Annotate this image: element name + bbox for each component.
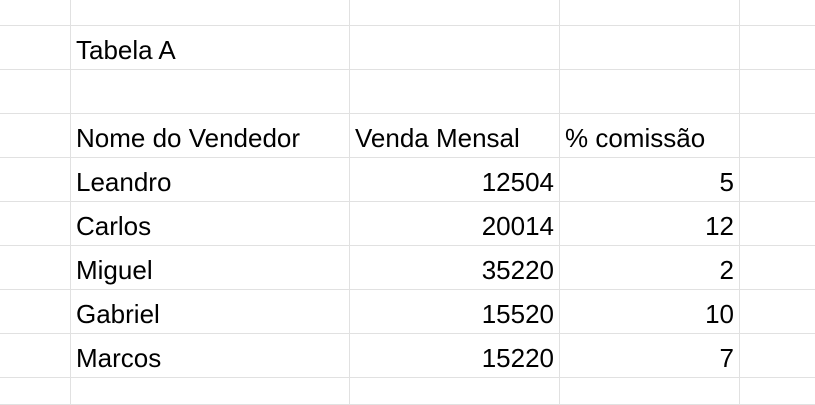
monthly-sales-cell[interactable]: 35220 xyxy=(350,246,560,290)
cell[interactable] xyxy=(0,290,71,334)
cell[interactable] xyxy=(740,114,815,158)
cell[interactable] xyxy=(350,26,560,70)
header-cell-monthly-sales[interactable]: Venda Mensal xyxy=(350,114,560,158)
cell[interactable] xyxy=(350,70,560,114)
cell[interactable] xyxy=(740,70,815,114)
cell[interactable] xyxy=(740,378,815,405)
seller-name-cell[interactable]: Gabriel xyxy=(71,290,350,334)
cell[interactable] xyxy=(560,70,740,114)
cell[interactable] xyxy=(560,26,740,70)
cell[interactable] xyxy=(350,378,560,405)
cell[interactable] xyxy=(0,378,71,405)
seller-name-cell[interactable]: Miguel xyxy=(71,246,350,290)
commission-cell[interactable]: 5 xyxy=(560,158,740,202)
table-title-cell[interactable]: Tabela A xyxy=(71,26,350,70)
commission-cell[interactable]: 12 xyxy=(560,202,740,246)
cell[interactable] xyxy=(740,158,815,202)
cell[interactable] xyxy=(71,378,350,405)
commission-cell[interactable]: 7 xyxy=(560,334,740,378)
seller-name-cell[interactable]: Marcos xyxy=(71,334,350,378)
seller-name-cell[interactable]: Carlos xyxy=(71,202,350,246)
commission-cell[interactable]: 2 xyxy=(560,246,740,290)
cell[interactable] xyxy=(560,0,740,26)
cell[interactable] xyxy=(71,0,350,26)
seller-name-cell[interactable]: Leandro xyxy=(71,158,350,202)
cell[interactable] xyxy=(740,26,815,70)
cell[interactable] xyxy=(0,158,71,202)
cell[interactable] xyxy=(0,246,71,290)
cell[interactable] xyxy=(0,26,71,70)
cell[interactable] xyxy=(0,0,71,26)
header-cell-commission[interactable]: % comissão xyxy=(560,114,740,158)
cell[interactable] xyxy=(740,0,815,26)
monthly-sales-cell[interactable]: 12504 xyxy=(350,158,560,202)
cell[interactable] xyxy=(0,114,71,158)
cell[interactable] xyxy=(350,0,560,26)
cell[interactable] xyxy=(560,378,740,405)
monthly-sales-cell[interactable]: 15220 xyxy=(350,334,560,378)
cell[interactable] xyxy=(0,202,71,246)
monthly-sales-cell[interactable]: 15520 xyxy=(350,290,560,334)
header-cell-seller-name[interactable]: Nome do Vendedor xyxy=(71,114,350,158)
cell[interactable] xyxy=(740,334,815,378)
cell[interactable] xyxy=(740,290,815,334)
cell[interactable] xyxy=(740,202,815,246)
cell[interactable] xyxy=(0,334,71,378)
cell[interactable] xyxy=(0,70,71,114)
cell[interactable] xyxy=(740,246,815,290)
cell[interactable] xyxy=(71,70,350,114)
commission-cell[interactable]: 10 xyxy=(560,290,740,334)
monthly-sales-cell[interactable]: 20014 xyxy=(350,202,560,246)
